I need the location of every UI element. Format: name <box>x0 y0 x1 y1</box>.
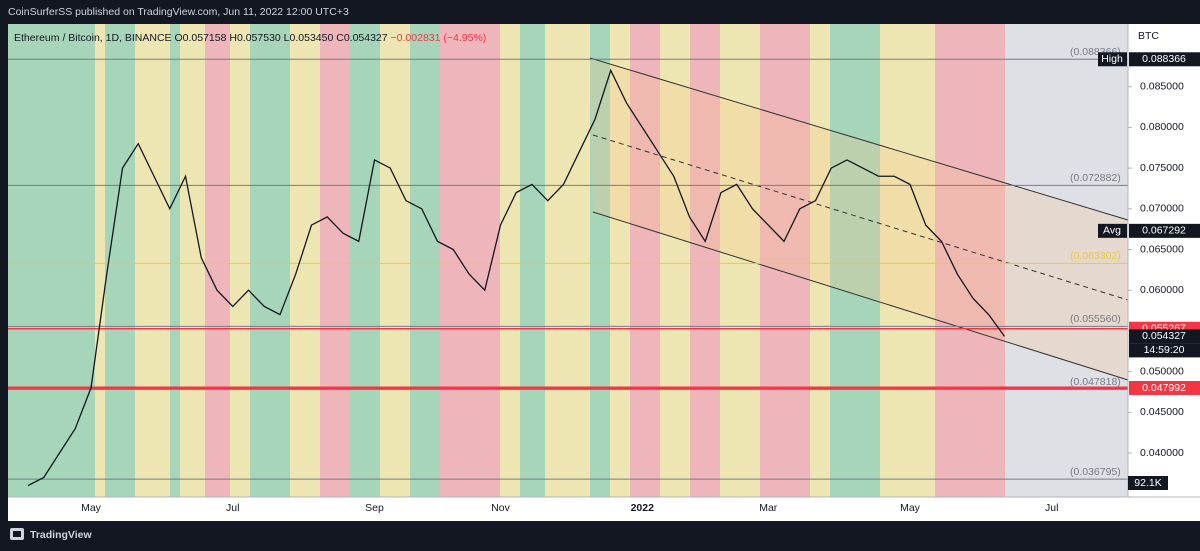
band <box>590 24 610 497</box>
price-line <box>27 68 1006 487</box>
band <box>135 24 170 497</box>
band <box>690 24 720 497</box>
band <box>935 24 1005 497</box>
y-tick-label: 0.080000 <box>1140 121 1184 133</box>
band <box>500 24 520 497</box>
footer: TradingView <box>30 529 92 541</box>
tag-sub: 14:59:20 <box>1144 344 1185 356</box>
band <box>205 24 230 497</box>
legend-item: O0.057158 <box>174 32 229 44</box>
band <box>170 24 180 497</box>
x-tick-label: Nov <box>491 502 510 514</box>
band <box>760 24 810 497</box>
y-tick-label: 0.070000 <box>1140 203 1184 215</box>
legend-item: C0.054327 <box>336 32 390 44</box>
level-label: (0.055560) <box>1070 313 1121 325</box>
x-tick-label: 2022 <box>631 502 655 514</box>
tag-sub-bg <box>1129 343 1200 358</box>
band <box>810 24 830 497</box>
y-tick-label: 0.075000 <box>1140 162 1184 174</box>
y-tick-label: 0.065000 <box>1140 243 1184 255</box>
x-tick-label: May <box>900 502 921 514</box>
channel-bottom <box>592 211 1129 381</box>
plot: (0.088366)(0.072882)(0.063302)(0.055560)… <box>8 46 1128 487</box>
band <box>350 24 380 497</box>
price-tag <box>1129 52 1200 67</box>
price-tag-label: 0.047992 <box>1142 382 1186 394</box>
y-tick-label: 0.060000 <box>1140 284 1184 296</box>
x-tick-label: Sep <box>365 502 384 514</box>
price-axis <box>1128 24 1200 497</box>
legend-item: L0.053450 <box>284 32 337 44</box>
price-tag <box>1129 380 1200 395</box>
legend: Ethereum / Bitcoin, 1D, BINANCE O0.05715… <box>14 32 486 44</box>
band <box>180 24 205 497</box>
channel-mid <box>592 134 1129 301</box>
price-tag <box>1129 223 1200 238</box>
tag-name: High <box>1101 53 1123 65</box>
channel-fill <box>590 58 1128 380</box>
legend-item: −0.002831 (−4.95%) <box>391 32 487 44</box>
price-tag <box>1129 329 1200 344</box>
future-area <box>1005 24 1128 497</box>
tag-name-bg <box>1098 52 1127 67</box>
volume-tag-label: 92.1K <box>1134 477 1161 489</box>
y-tick-label: 0.050000 <box>1140 365 1184 377</box>
price-tag-label: 0.088366 <box>1142 53 1186 65</box>
band <box>290 24 320 497</box>
band <box>440 24 500 497</box>
band <box>250 24 290 497</box>
band <box>610 24 630 497</box>
y-tick-label: 0.045000 <box>1140 406 1184 418</box>
x-tick-label: May <box>81 502 102 514</box>
legend-item: Ethereum / Bitcoin, 1D, BINANCE <box>14 32 174 44</box>
band <box>410 24 440 497</box>
volume-tag <box>1128 476 1168 490</box>
band <box>660 24 690 497</box>
band <box>380 24 410 497</box>
y-tick-label: 0.085000 <box>1140 80 1184 92</box>
tag-name-bg <box>1098 223 1127 238</box>
price-tag-label: 0.054327 <box>1142 330 1186 342</box>
band <box>320 24 350 497</box>
band <box>545 24 590 497</box>
band <box>105 24 135 497</box>
regime-bands <box>8 24 1005 497</box>
band <box>230 24 250 497</box>
price-tag-label: 0.067292 <box>1142 225 1186 237</box>
y-tick-label: 0.040000 <box>1140 447 1184 459</box>
band <box>8 24 95 497</box>
x-tick-label: Jul <box>1045 502 1058 514</box>
level-label: (0.072882) <box>1070 172 1121 184</box>
tag-name: Avg <box>1103 225 1121 237</box>
level-label: (0.036795) <box>1070 466 1121 478</box>
band <box>95 24 105 497</box>
x-tick-label: Jul <box>226 502 239 514</box>
band <box>520 24 545 497</box>
band <box>880 24 935 497</box>
band <box>830 24 880 497</box>
legend-item: H0.057530 <box>229 32 283 44</box>
channel-top <box>589 57 1129 221</box>
header: CoinSurferSS published on TradingView.co… <box>8 6 349 18</box>
footer-logo <box>10 528 24 540</box>
level-label: (0.063302) <box>1070 250 1121 262</box>
level-label: (0.047818) <box>1070 376 1121 388</box>
x-tick-label: Mar <box>759 502 778 514</box>
axis-unit: BTC <box>1138 30 1159 42</box>
band <box>630 24 660 497</box>
chart-bg <box>8 24 1200 521</box>
